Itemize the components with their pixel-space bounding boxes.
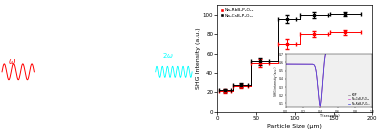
Text: $2\omega$: $2\omega$ <box>162 51 174 60</box>
Legend: Na₄RbB₂P₃O₁₃, Na₄CsB₂P₃O₁₃: Na₄RbB₂P₃O₁₃, Na₄CsB₂P₃O₁₃ <box>220 8 255 18</box>
Y-axis label: SHG Intensity (a.u.): SHG Intensity (a.u.) <box>196 28 201 89</box>
Text: $\omega$: $\omega$ <box>8 57 16 66</box>
X-axis label: Particle Size (μm): Particle Size (μm) <box>267 124 322 129</box>
